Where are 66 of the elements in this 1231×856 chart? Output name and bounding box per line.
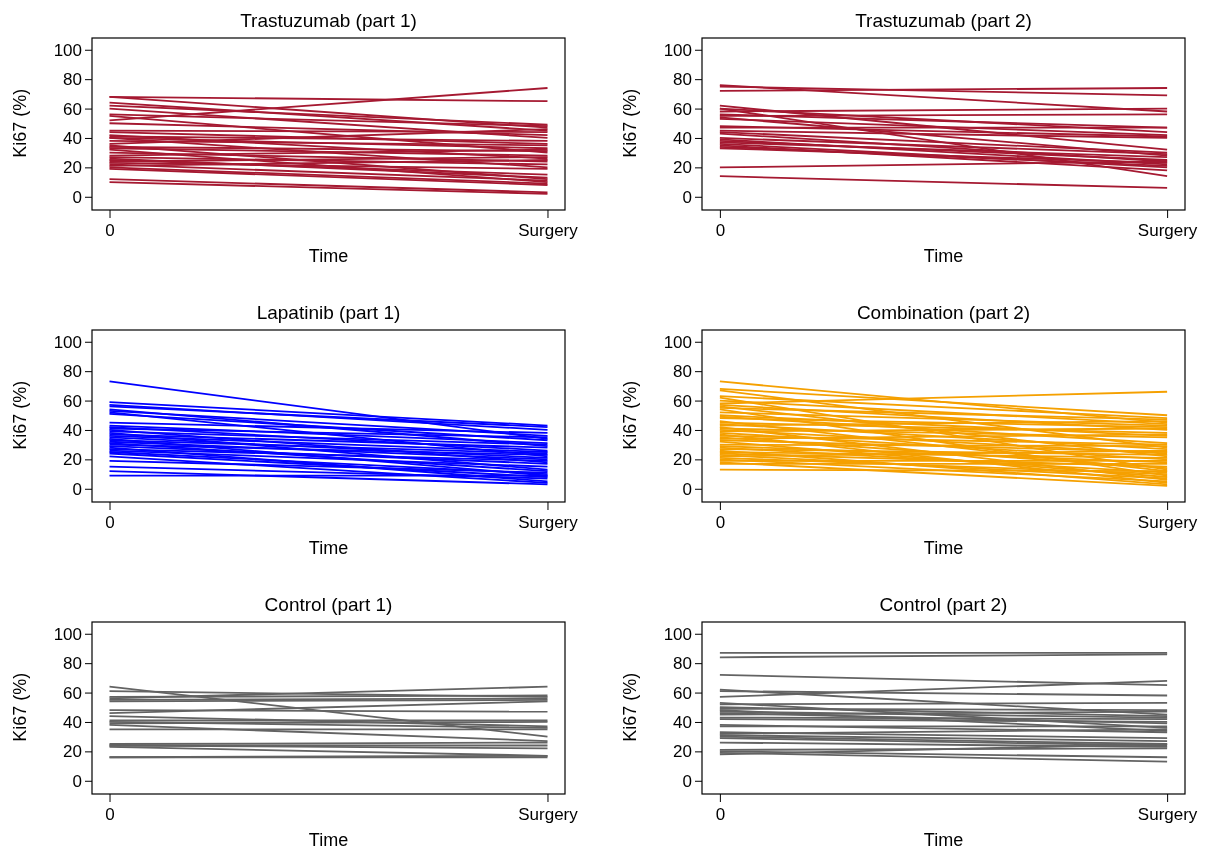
- y-tick-label: 60: [63, 683, 82, 703]
- y-axis-title: Ki67 (%): [620, 380, 640, 450]
- y-axis-title: Ki67 (%): [10, 380, 30, 450]
- y-tick-label: 20: [673, 742, 692, 762]
- y-tick-label: 100: [53, 332, 82, 352]
- chart-title: Lapatinib (part 1): [256, 302, 401, 323]
- x-tick-label: Surgery: [518, 805, 579, 825]
- x-tick-label: Surgery: [518, 513, 579, 533]
- x-axis-title: Time: [308, 538, 349, 558]
- y-tick-label: 100: [663, 40, 692, 60]
- y-tick-label: 0: [682, 479, 692, 499]
- y-tick-label: 60: [673, 391, 692, 411]
- x-tick-label: 0: [105, 805, 115, 825]
- x-axis-title: Time: [308, 830, 349, 850]
- y-tick-label: 100: [663, 332, 692, 352]
- y-tick-label: 80: [63, 654, 82, 674]
- x-tick-label: Surgery: [1137, 221, 1198, 241]
- y-tick-label: 0: [72, 187, 82, 207]
- y-tick-label: 20: [63, 158, 82, 178]
- y-axis-title: Ki67 (%): [10, 88, 30, 158]
- y-tick-label: 0: [72, 479, 82, 499]
- y-tick-label: 100: [663, 624, 692, 644]
- chart-title: Control (part 2): [879, 594, 1008, 615]
- y-tick-label: 40: [63, 420, 82, 440]
- x-tick-label: 0: [105, 221, 115, 241]
- y-tick-label: 20: [673, 450, 692, 470]
- y-tick-label: 100: [53, 624, 82, 644]
- y-tick-label: 0: [682, 771, 692, 791]
- y-tick-label: 80: [63, 362, 82, 382]
- y-tick-label: 20: [63, 450, 82, 470]
- y-tick-label: 40: [673, 128, 692, 148]
- y-tick-label: 40: [63, 712, 82, 732]
- y-tick-label: 60: [673, 683, 692, 703]
- y-tick-label: 80: [673, 362, 692, 382]
- y-tick-label: 80: [673, 654, 692, 674]
- x-axis-title: Time: [308, 246, 349, 266]
- y-tick-label: 0: [72, 771, 82, 791]
- y-tick-label: 20: [673, 158, 692, 178]
- x-axis-title: Time: [923, 538, 964, 558]
- y-tick-label: 40: [63, 128, 82, 148]
- y-tick-label: 0: [682, 187, 692, 207]
- y-tick-label: 60: [63, 99, 82, 119]
- y-axis-title: Ki67 (%): [620, 672, 640, 742]
- x-axis-title: Time: [923, 246, 964, 266]
- y-axis-title: Ki67 (%): [620, 88, 640, 158]
- y-tick-label: 20: [63, 742, 82, 762]
- x-tick-label: 0: [715, 221, 726, 241]
- y-tick-label: 80: [673, 70, 692, 90]
- x-axis-title: Time: [923, 830, 964, 850]
- x-tick-label: Surgery: [1137, 513, 1198, 533]
- chart-title: Trastuzumab (part 1): [240, 10, 417, 31]
- y-tick-label: 60: [63, 391, 82, 411]
- x-tick-label: 0: [715, 805, 726, 825]
- chart-title: Combination (part 2): [856, 302, 1031, 323]
- y-tick-label: 100: [53, 40, 82, 60]
- x-tick-label: Surgery: [518, 221, 579, 241]
- y-axis-title: Ki67 (%): [10, 672, 30, 742]
- x-tick-label: Surgery: [1137, 805, 1198, 825]
- chart-title: Control (part 1): [264, 594, 393, 615]
- x-tick-label: 0: [105, 513, 115, 533]
- y-tick-label: 80: [63, 70, 82, 90]
- y-tick-label: 60: [673, 99, 692, 119]
- x-tick-label: 0: [715, 513, 726, 533]
- y-tick-label: 40: [673, 420, 692, 440]
- chart-title: Trastuzumab (part 2): [855, 10, 1032, 31]
- y-tick-label: 40: [673, 712, 692, 732]
